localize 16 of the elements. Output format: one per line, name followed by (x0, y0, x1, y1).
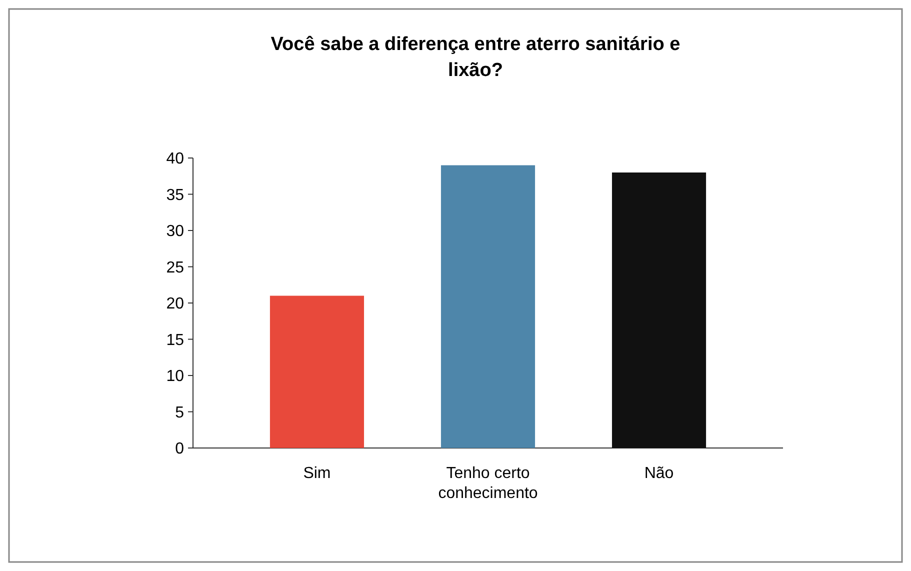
y-tick-label: 20 (166, 296, 184, 313)
bar (270, 296, 364, 448)
y-tick-label: 10 (166, 368, 184, 386)
y-tick-label: 5 (175, 404, 184, 422)
chart-title: Você sabe a diferença entre aterro sanitário e lixão? (270, 34, 680, 81)
y-tick-label: 35 (166, 186, 184, 204)
x-tick-label: Sim (303, 465, 331, 482)
y-tick-label: 0 (175, 440, 184, 458)
x-tick-label: Não (644, 465, 674, 482)
y-tick-label: 25 (166, 259, 184, 276)
y-tick-label: 30 (166, 223, 184, 240)
x-tick-label: Tenho certo conhecimento (438, 465, 538, 502)
y-tick-label: 15 (166, 332, 184, 349)
y-tick-label: 40 (166, 150, 184, 168)
bar (612, 172, 706, 448)
bar (440, 165, 536, 448)
